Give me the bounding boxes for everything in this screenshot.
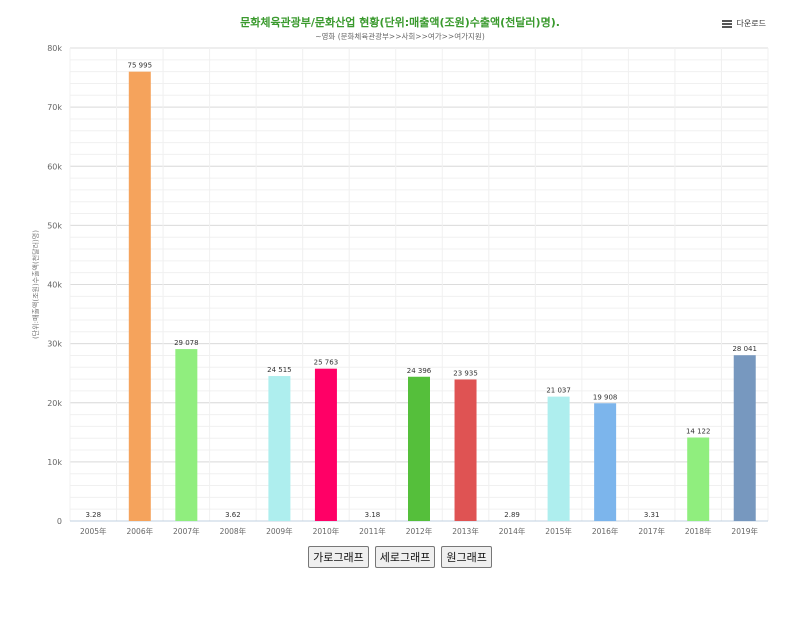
download-label: 다운로드 <box>736 19 766 28</box>
data-label: 2.89 <box>504 511 520 519</box>
x-tick-label: 2015年 <box>545 526 572 536</box>
y-tick-label: 20k <box>47 399 62 408</box>
data-label: 3.62 <box>225 511 241 519</box>
x-tick-label: 2007年 <box>173 526 200 536</box>
x-tick-label: 2014年 <box>499 526 526 536</box>
x-tick-label: 2018年 <box>685 526 712 536</box>
bar <box>454 379 477 521</box>
y-tick-label: 30k <box>47 340 62 349</box>
bar <box>594 403 617 521</box>
horizontal-graph-button[interactable]: 가로그래프 <box>308 546 369 568</box>
x-tick-label: 2013年 <box>452 526 479 536</box>
data-label: 23 935 <box>453 369 478 377</box>
bar <box>268 376 291 521</box>
chart-area: 문화체육관광부/문화산업 현황(단위:매출액(조원)수출액(천달러)명). ~영… <box>31 16 769 536</box>
x-tick-label: 2012年 <box>406 526 433 536</box>
bar <box>408 376 430 521</box>
y-tick-label: 50k <box>47 221 62 230</box>
data-label: 28 041 <box>732 345 757 353</box>
bar <box>175 349 198 521</box>
data-label: 25 763 <box>314 359 339 367</box>
pie-graph-button[interactable]: 원그래프 <box>441 546 492 568</box>
x-tick-label: 2017年 <box>638 526 665 536</box>
bar <box>314 368 337 521</box>
data-label: 3.31 <box>644 511 660 519</box>
x-tick-label: 2008年 <box>220 526 247 536</box>
data-label: 3.28 <box>85 511 101 519</box>
y-tick-label: 60k <box>47 162 62 171</box>
y-tick-label: 40k <box>47 281 62 290</box>
chart-subtitle: ~영화 (문화체육관광부>>사회>>여가>>여가지원) <box>315 32 485 41</box>
bar <box>547 396 570 521</box>
bar <box>687 437 710 521</box>
download-button[interactable]: 다운로드 <box>721 18 766 29</box>
x-tick-label: 2009年 <box>266 526 293 536</box>
data-label: 24 396 <box>407 367 432 375</box>
data-label: 3.18 <box>365 511 381 519</box>
x-tick-label: 2016年 <box>592 526 619 536</box>
x-tick-label: 2019年 <box>731 526 758 536</box>
data-label: 21 037 <box>546 387 571 395</box>
data-label: 75 995 <box>128 62 153 70</box>
x-tick-label: 2006年 <box>127 526 154 536</box>
y-tick-label: 10k <box>47 458 62 467</box>
bar <box>128 71 151 521</box>
x-tick-label: 2011年 <box>359 526 386 536</box>
y-axis-label: (단위:매출액(조원)수출액(천달러)명) <box>31 230 40 339</box>
data-label: 19 908 <box>593 393 618 401</box>
bar <box>733 355 756 521</box>
data-label: 14 122 <box>686 428 711 436</box>
x-tick-label: 2010年 <box>313 526 340 536</box>
vertical-graph-button[interactable]: 세로그래프 <box>374 546 436 568</box>
y-tick-label: 70k <box>47 103 62 112</box>
bar-chart: 0 10k 20k 30k 40k 50k 60k 70k 80k 3.28 2005年 75 995… <box>31 44 769 536</box>
data-label: 29 078 <box>174 339 199 347</box>
data-label: 24 515 <box>267 366 292 374</box>
x-tick-label: 2005年 <box>80 526 107 536</box>
chart-type-buttons: 가로그래프 세로그래프 원그래프 <box>0 546 800 568</box>
chart-title: 문화체육관광부/문화산업 현황(단위:매출액(조원)수출액(천달러)명). <box>240 16 560 29</box>
y-tick-label: 0 <box>57 517 62 526</box>
menu-icon <box>721 19 732 28</box>
y-tick-label: 80k <box>47 44 62 53</box>
